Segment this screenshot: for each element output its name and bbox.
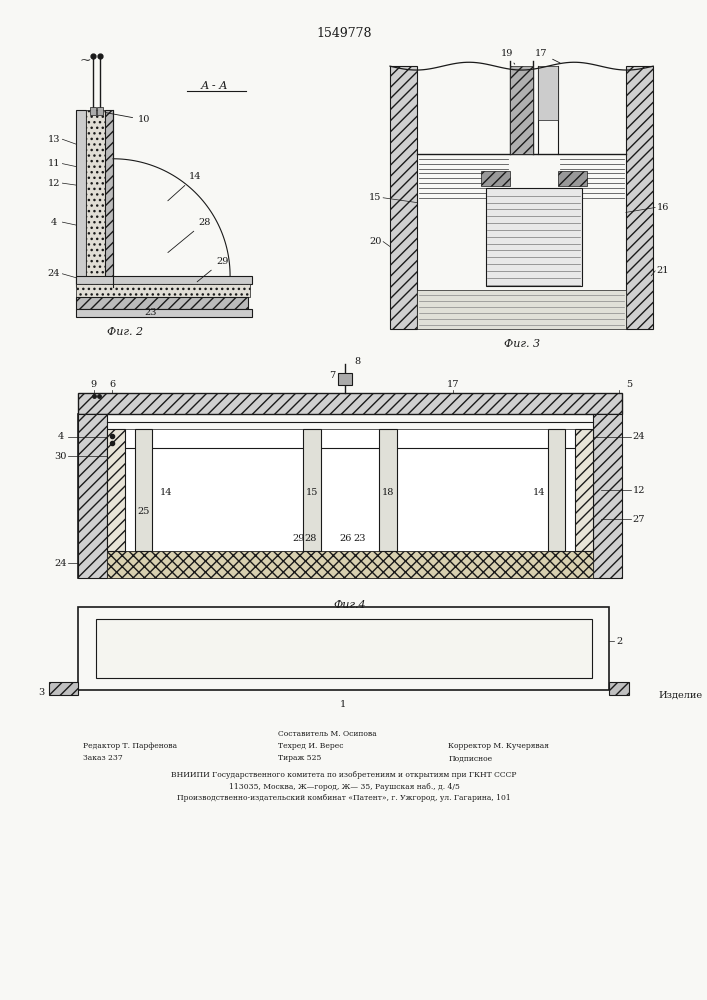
Text: 14: 14 [533, 488, 545, 497]
Text: Фиг. 2: Фиг. 2 [107, 327, 143, 337]
Text: Заказ 237: Заказ 237 [83, 754, 122, 762]
Text: 30: 30 [54, 452, 66, 461]
Text: 11: 11 [47, 159, 60, 168]
Text: Изделие: Изделие [658, 690, 702, 699]
Bar [339, 373, 352, 385]
Polygon shape [76, 110, 86, 287]
Bar [78, 414, 622, 578]
Polygon shape [538, 66, 558, 120]
Text: Редактор Т. Парфенова: Редактор Т. Парфенова [83, 742, 177, 750]
Polygon shape [390, 66, 417, 329]
Polygon shape [575, 429, 592, 551]
Text: 12: 12 [47, 179, 60, 188]
Polygon shape [558, 171, 587, 186]
Text: 24: 24 [632, 432, 645, 441]
Text: 15: 15 [306, 488, 318, 497]
Bar [95, 619, 592, 678]
Polygon shape [78, 414, 107, 578]
Text: 14: 14 [168, 172, 201, 201]
Bar [78, 607, 609, 690]
Text: 23: 23 [145, 308, 158, 317]
Polygon shape [134, 429, 152, 551]
Text: 16: 16 [657, 203, 669, 212]
Text: 1: 1 [340, 700, 346, 709]
Text: 1549778: 1549778 [317, 27, 372, 40]
Polygon shape [626, 66, 653, 329]
Text: Корректор М. Кучерявая: Корректор М. Кучерявая [448, 742, 549, 750]
Text: 21: 21 [657, 266, 670, 275]
Text: 17: 17 [534, 49, 560, 63]
Polygon shape [86, 110, 105, 287]
Text: 4: 4 [57, 432, 64, 441]
Text: 5: 5 [626, 380, 632, 389]
Text: 10: 10 [105, 112, 151, 124]
Polygon shape [303, 429, 321, 551]
Text: Подписное: Подписное [448, 754, 493, 762]
Text: 13: 13 [47, 135, 60, 144]
Text: 25: 25 [137, 507, 149, 516]
Bar [125, 429, 575, 551]
Polygon shape [592, 414, 622, 578]
Polygon shape [49, 682, 78, 695]
Polygon shape [76, 309, 252, 317]
Text: А - А: А - А [201, 81, 228, 91]
Text: 4: 4 [50, 218, 57, 227]
Text: 17: 17 [447, 380, 460, 389]
Polygon shape [76, 284, 250, 297]
Polygon shape [107, 551, 592, 578]
Polygon shape [609, 682, 629, 695]
Polygon shape [417, 290, 626, 329]
Text: Производственно-издательский комбинат «Патент», г. Ужгород, ул. Гагарина, 101: Производственно-издательский комбинат «П… [177, 794, 511, 802]
Polygon shape [510, 66, 533, 154]
Text: 15: 15 [369, 193, 382, 202]
Text: 18: 18 [382, 488, 395, 497]
Text: 19: 19 [501, 49, 515, 64]
Text: 28: 28 [305, 534, 317, 543]
Bar [90, 107, 95, 115]
Text: 9: 9 [90, 380, 97, 389]
Bar [78, 393, 622, 414]
Polygon shape [107, 429, 125, 551]
Text: 28: 28 [168, 218, 211, 253]
Text: 29: 29 [197, 257, 228, 282]
Polygon shape [76, 297, 247, 309]
Text: 6: 6 [109, 380, 115, 389]
Text: 7: 7 [329, 371, 336, 380]
Polygon shape [105, 110, 113, 287]
Text: ВНИИПИ Государственного комитета по изобретениям и открытиям при ГКНТ СССР: ВНИИПИ Государственного комитета по изоб… [171, 771, 517, 779]
Text: ~: ~ [80, 54, 92, 68]
Text: 20: 20 [369, 237, 382, 246]
Text: Техред И. Верес: Техред И. Верес [278, 742, 344, 750]
Text: 113035, Москва, Ж—город, Ж— 35, Раушская наб., д. 4/5: 113035, Москва, Ж—город, Ж— 35, Раушская… [229, 783, 460, 791]
Text: 14: 14 [160, 488, 172, 497]
Text: 2: 2 [616, 637, 622, 646]
Polygon shape [379, 429, 397, 551]
Text: 12: 12 [632, 486, 645, 495]
Text: 24: 24 [54, 559, 66, 568]
Text: Фиг. 3: Фиг. 3 [503, 339, 539, 349]
Text: Составитель М. Осипова: Составитель М. Осипова [278, 730, 377, 738]
Text: 3: 3 [37, 688, 44, 697]
Polygon shape [481, 171, 510, 186]
Text: 26: 26 [339, 534, 351, 543]
Polygon shape [548, 429, 566, 551]
Text: 27: 27 [632, 515, 645, 524]
Polygon shape [76, 276, 252, 284]
Bar [98, 107, 103, 115]
Polygon shape [486, 188, 582, 286]
Text: 8: 8 [355, 357, 361, 366]
Text: 29: 29 [292, 534, 305, 543]
Text: Тираж 525: Тираж 525 [278, 754, 321, 762]
Text: 24: 24 [47, 269, 60, 278]
Text: 23: 23 [354, 534, 366, 543]
Text: Фиг.4: Фиг.4 [334, 600, 366, 610]
